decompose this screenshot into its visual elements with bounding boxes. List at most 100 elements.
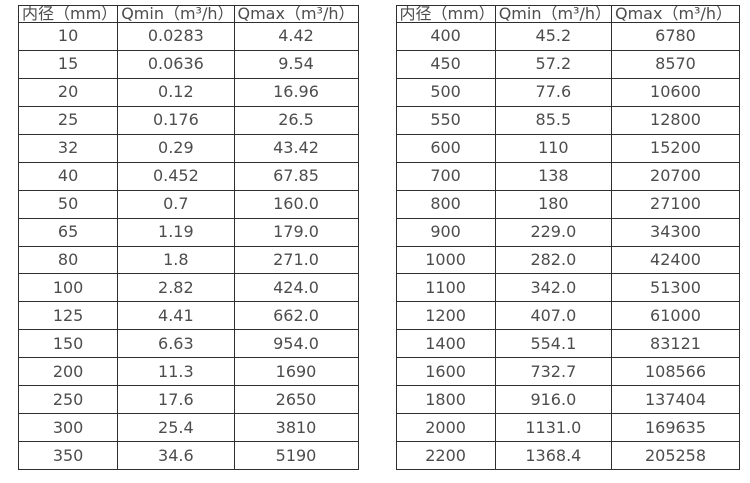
tables-container: 内径（mm） Qmin（m³/h） Qmax（m³/h） 10 0.0283 4.4… bbox=[17, 5, 740, 470]
table-cell: 1100 bbox=[395, 273, 496, 303]
table-row: 400 45.2 6780 bbox=[395, 22, 740, 51]
table-cell: 1.19 bbox=[117, 217, 235, 247]
table-cell: 179.0 bbox=[233, 217, 359, 247]
table-cell: 12800 bbox=[611, 105, 740, 135]
table-row: 150 6.63 954.0 bbox=[17, 329, 359, 359]
table-row: 900 229.0 34300 bbox=[395, 217, 740, 247]
table-cell: 51300 bbox=[611, 273, 740, 303]
table-cell: 662.0 bbox=[233, 301, 359, 331]
table-cell: 0.29 bbox=[117, 133, 235, 163]
flow-spec-table-large-diameters: 内径（mm） Qmin（m³/h） Qmax（m³/h） 400 45.2 6780… bbox=[395, 5, 740, 470]
table-cell: 6.63 bbox=[117, 329, 235, 359]
table-cell: 100 bbox=[17, 273, 119, 303]
table-cell: 0.12 bbox=[117, 77, 235, 107]
table-cell: 25 bbox=[17, 105, 119, 135]
table-cell: 342.0 bbox=[494, 273, 613, 303]
table-cell: 5190 bbox=[233, 441, 359, 470]
table-row: 32 0.29 43.42 bbox=[17, 133, 359, 163]
table-cell: 450 bbox=[395, 49, 496, 79]
table-cell: 250 bbox=[17, 385, 119, 415]
table-cell: 61000 bbox=[611, 301, 740, 331]
table-cell: 700 bbox=[395, 161, 496, 191]
table-row: 2200 1368.4 205258 bbox=[395, 441, 740, 470]
table-cell: 1131.0 bbox=[494, 413, 613, 443]
flow-spec-table-small-diameters: 内径（mm） Qmin（m³/h） Qmax（m³/h） 10 0.0283 4.4… bbox=[17, 5, 359, 470]
table-cell: 554.1 bbox=[494, 329, 613, 359]
header-qmin: Qmin（m³/h） bbox=[494, 5, 613, 23]
table-cell: 732.7 bbox=[494, 357, 613, 387]
table-cell: 20700 bbox=[611, 161, 740, 191]
table-cell: 34300 bbox=[611, 217, 740, 247]
table-cell: 350 bbox=[17, 441, 119, 470]
table-cell: 16.96 bbox=[233, 77, 359, 107]
table-cell: 1368.4 bbox=[494, 441, 613, 470]
table-cell: 9.54 bbox=[233, 49, 359, 79]
table-cell: 40 bbox=[17, 161, 119, 191]
table-cell: 57.2 bbox=[494, 49, 613, 79]
header-qmax: Qmax（m³/h） bbox=[233, 5, 359, 23]
table-row: 550 85.5 12800 bbox=[395, 105, 740, 135]
table-row: 1800 916.0 137404 bbox=[395, 385, 740, 415]
table-row: 15 0.0636 9.54 bbox=[17, 49, 359, 79]
table-cell: 4.42 bbox=[233, 22, 359, 51]
table-row: 1600 732.7 108566 bbox=[395, 357, 740, 387]
table-row: 50 0.7 160.0 bbox=[17, 189, 359, 219]
table-cell: 300 bbox=[17, 413, 119, 443]
table-cell: 67.85 bbox=[233, 161, 359, 191]
table-cell: 229.0 bbox=[494, 217, 613, 247]
table-cell: 50 bbox=[17, 189, 119, 219]
table-cell: 15200 bbox=[611, 133, 740, 163]
table-cell: 2000 bbox=[395, 413, 496, 443]
table-cell: 271.0 bbox=[233, 245, 359, 275]
table-row: 200 11.3 1690 bbox=[17, 357, 359, 387]
table-row: 40 0.452 67.85 bbox=[17, 161, 359, 191]
table-cell: 0.0636 bbox=[117, 49, 235, 79]
table-cell: 25.4 bbox=[117, 413, 235, 443]
table-cell: 108566 bbox=[611, 357, 740, 387]
table-cell: 15 bbox=[17, 49, 119, 79]
table-cell: 8570 bbox=[611, 49, 740, 79]
table-row: 1100 342.0 51300 bbox=[395, 273, 740, 303]
table-cell: 1800 bbox=[395, 385, 496, 415]
table-cell: 85.5 bbox=[494, 105, 613, 135]
table-cell: 400 bbox=[395, 22, 496, 51]
table-cell: 65 bbox=[17, 217, 119, 247]
table-cell: 2200 bbox=[395, 441, 496, 470]
table-row: 450 57.2 8570 bbox=[395, 49, 740, 79]
table-row: 65 1.19 179.0 bbox=[17, 217, 359, 247]
table-cell: 32 bbox=[17, 133, 119, 163]
table-cell: 27100 bbox=[611, 189, 740, 219]
table-cell: 26.5 bbox=[233, 105, 359, 135]
table-cell: 0.452 bbox=[117, 161, 235, 191]
table-cell: 10600 bbox=[611, 77, 740, 107]
table-header-row: 内径（mm） Qmin（m³/h） Qmax（m³/h） bbox=[17, 5, 359, 23]
table-row: 1000 282.0 42400 bbox=[395, 245, 740, 275]
table-cell: 45.2 bbox=[494, 22, 613, 51]
table-row: 80 1.8 271.0 bbox=[17, 245, 359, 275]
table-row: 1400 554.1 83121 bbox=[395, 329, 740, 359]
table-row: 800 180 27100 bbox=[395, 189, 740, 219]
header-inner-diameter: 内径（mm） bbox=[17, 5, 119, 23]
table-cell: 160.0 bbox=[233, 189, 359, 219]
table-cell: 138 bbox=[494, 161, 613, 191]
table-cell: 42400 bbox=[611, 245, 740, 275]
table-cell: 0.0283 bbox=[117, 22, 235, 51]
table-cell: 110 bbox=[494, 133, 613, 163]
table-row: 500 77.6 10600 bbox=[395, 77, 740, 107]
table-cell: 1.8 bbox=[117, 245, 235, 275]
table-cell: 77.6 bbox=[494, 77, 613, 107]
table-row: 250 17.6 2650 bbox=[17, 385, 359, 415]
table-header-row: 内径（mm） Qmin（m³/h） Qmax（m³/h） bbox=[395, 5, 740, 23]
table-cell: 900 bbox=[395, 217, 496, 247]
table-row: 350 34.6 5190 bbox=[17, 441, 359, 470]
table-cell: 407.0 bbox=[494, 301, 613, 331]
header-inner-diameter: 内径（mm） bbox=[395, 5, 496, 23]
table-cell: 2650 bbox=[233, 385, 359, 415]
table-cell: 0.7 bbox=[117, 189, 235, 219]
table-cell: 83121 bbox=[611, 329, 740, 359]
table-cell: 80 bbox=[17, 245, 119, 275]
table-cell: 2.82 bbox=[117, 273, 235, 303]
table-cell: 282.0 bbox=[494, 245, 613, 275]
header-qmin: Qmin（m³/h） bbox=[117, 5, 235, 23]
table-row: 700 138 20700 bbox=[395, 161, 740, 191]
